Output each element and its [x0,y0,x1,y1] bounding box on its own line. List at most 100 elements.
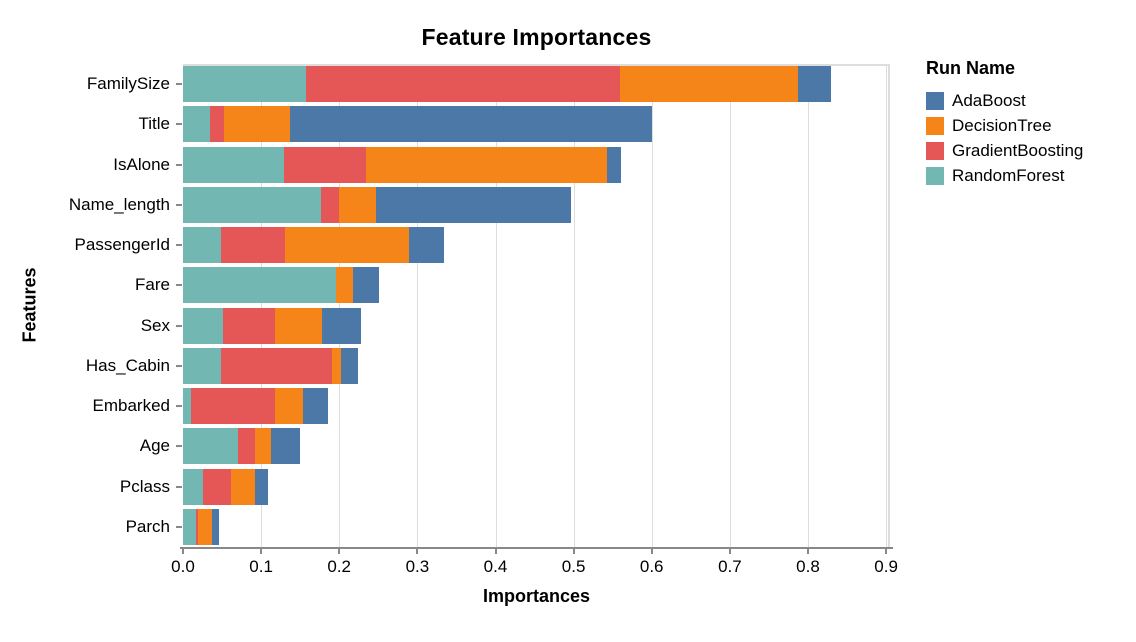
bar-segment-gradientboosting[interactable] [222,307,276,344]
x-tick-label-0.0: 0.0 [171,557,195,576]
bar-row-title [183,106,890,143]
x-tick-label-0.1: 0.1 [249,557,273,576]
gridline [495,64,497,547]
y-tick-label-passengerid: PassengerId [74,235,170,255]
bar-segment-gradientboosting[interactable] [283,146,366,183]
x-tick-label-0.9: 0.9 [874,557,898,576]
bar-segment-decisiontree[interactable] [230,468,255,505]
gridline [729,64,731,547]
y-tick-mark [176,123,182,126]
bar-segment-decisiontree[interactable] [339,186,376,223]
x-tick-label-0.2: 0.2 [327,557,351,576]
gridline [261,64,263,547]
bar-row-fare [183,267,890,304]
x-tick-label-0.3: 0.3 [405,557,430,576]
bar-segment-randomforest[interactable] [183,388,191,425]
bar-segment-adaboost[interactable] [271,428,301,465]
y-tick-mark [176,445,182,448]
x-tick-label-0.7: 0.7 [718,557,742,576]
bar-segment-adaboost[interactable] [607,146,622,183]
y-tick-label-embarked: Embarked [92,396,170,416]
bar-segment-decisiontree[interactable] [332,347,341,384]
bar-segment-adaboost[interactable] [290,106,652,143]
y-tick-mark [176,324,182,327]
legend-label: RandomForest [952,165,1065,185]
legend-entry-adaboost[interactable]: AdaBoost [926,88,1083,113]
bar-segment-randomforest[interactable] [183,66,306,103]
x-tick-label-0.4: 0.4 [483,557,508,576]
gridline [808,64,809,547]
bar-segment-randomforest[interactable] [183,508,196,545]
x-tick-mark [260,549,263,554]
x-axis-title: Importances [482,586,591,606]
plot-area [183,64,890,547]
y-tick-label-age: Age [139,436,170,456]
bar-segment-adaboost[interactable] [352,267,380,304]
bar-segment-adaboost[interactable] [322,307,362,344]
bar-segment-randomforest[interactable] [183,106,211,143]
y-tick-mark [176,203,182,206]
bar-segment-gradientboosting[interactable] [202,468,231,505]
gridline [651,64,653,547]
bar-segment-gradientboosting[interactable] [190,388,276,425]
x-tick-mark [728,549,731,554]
legend-title: Run Name [926,58,1016,78]
gridline [573,64,575,547]
y-tick-label-has_cabin: Has_Cabin [85,355,170,375]
bar-segment-randomforest[interactable] [183,428,238,465]
bar-segment-randomforest[interactable] [183,468,203,505]
legend-label: GradientBoosting [952,140,1084,160]
y-tick-label-pclass: Pclass [119,476,170,496]
bar-segment-decisiontree[interactable] [619,66,798,103]
bar-row-name_length [183,186,890,223]
bar-segment-decisiontree[interactable] [197,508,212,545]
bar-row-embarked [183,388,890,425]
bar-segment-randomforest[interactable] [183,227,222,264]
y-tick-label-name_length: Name_length [68,194,170,214]
bar-segment-randomforest[interactable] [183,347,222,384]
bar-segment-decisiontree[interactable] [275,388,304,425]
bar-segment-adaboost[interactable] [211,508,219,545]
bar-segment-gradientboosting[interactable] [321,186,340,223]
bar-segment-gradientboosting[interactable] [237,428,255,465]
bar-segment-decisiontree[interactable] [254,428,272,465]
bar-segment-randomforest[interactable] [183,146,284,183]
bar-segment-randomforest[interactable] [183,307,223,344]
bar-segment-adaboost[interactable] [254,468,269,505]
legend-entry-decisiontree[interactable]: DecisionTree [926,113,1083,138]
bar-row-familysize [183,66,890,103]
bar-segment-gradientboosting[interactable] [221,347,333,384]
x-tick-label-0.5: 0.5 [561,557,586,576]
bar-segment-adaboost[interactable] [797,66,831,103]
legend-entry-randomforest[interactable]: RandomForest [926,163,1083,188]
bar-segment-adaboost[interactable] [303,388,329,425]
legend-entry-gradientboosting[interactable]: GradientBoosting [926,138,1083,163]
bar-segment-gradientboosting[interactable] [195,508,198,545]
bar-segment-adaboost[interactable] [375,186,572,223]
bar-row-sex [183,307,890,344]
bar-segment-decisiontree[interactable] [275,307,323,344]
x-tick-mark [494,549,497,554]
bar-segment-randomforest[interactable] [183,186,322,223]
bar-segment-gradientboosting[interactable] [305,66,620,103]
y-tick-mark [176,364,182,367]
bar-segment-adaboost[interactable] [408,227,444,264]
y-tick-mark [176,405,182,408]
bar-row-passengerid [183,227,890,264]
x-tick-mark [572,549,575,554]
legend-label: AdaBoost [952,90,1026,110]
bar-segment-decisiontree[interactable] [224,106,291,143]
bar-segment-adaboost[interactable] [340,347,358,384]
bar-segment-randomforest[interactable] [183,267,337,304]
bar-segment-gradientboosting[interactable] [221,227,286,264]
x-tick-mark [807,549,809,554]
bar-segment-decisiontree[interactable] [285,227,409,264]
bar-segment-decisiontree[interactable] [365,146,608,183]
y-tick-mark [176,163,182,166]
legend-swatch-icon [926,91,944,110]
chart-title: Feature Importances [421,24,652,50]
bar-segment-gradientboosting[interactable] [210,106,225,143]
bar-segment-decisiontree[interactable] [336,267,353,304]
bar-row-has_cabin [183,347,890,384]
